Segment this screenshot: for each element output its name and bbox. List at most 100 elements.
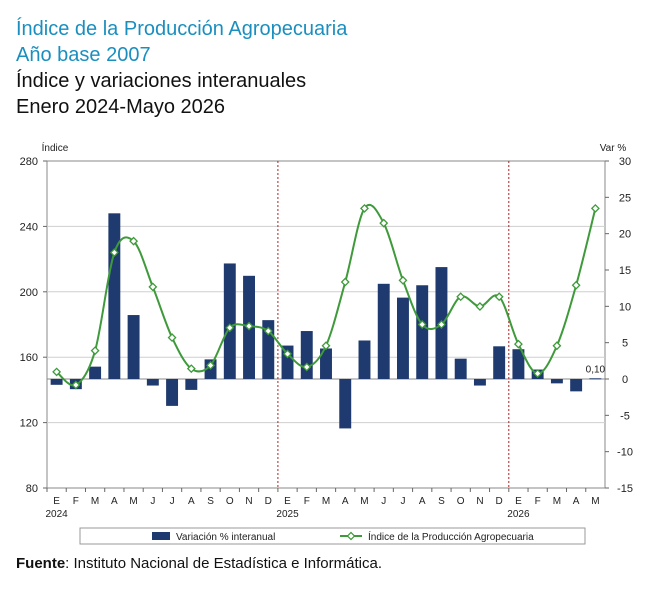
right-axis-tick-label: 5 xyxy=(622,338,628,350)
bar xyxy=(570,379,583,392)
left-axis-tick-label: 280 xyxy=(20,156,38,168)
bar xyxy=(281,345,294,379)
chart-subtitle-description: Índice y variaciones interanuales xyxy=(16,70,307,92)
bar xyxy=(108,213,121,379)
x-axis-tick-label: D xyxy=(265,496,272,507)
line-point xyxy=(263,326,273,336)
line-point xyxy=(494,292,504,302)
legend-swatch-marker xyxy=(346,531,356,541)
x-axis-tick-label: M xyxy=(129,496,137,507)
x-axis-tick-label: S xyxy=(438,496,445,507)
line-point xyxy=(206,360,216,370)
line-point xyxy=(456,292,466,302)
bar xyxy=(512,349,525,379)
left-axis-tick-label: 80 xyxy=(26,483,38,495)
x-axis-tick-label: N xyxy=(476,496,483,507)
bar xyxy=(339,379,352,429)
source-text: : Instituto Nacional de Estadística e In… xyxy=(65,555,382,572)
line-point xyxy=(167,333,177,343)
line-point xyxy=(340,277,350,287)
x-axis-tick-label: E xyxy=(53,496,60,507)
right-axis-tick-label: 0 xyxy=(622,374,628,386)
legend-swatch-bar xyxy=(152,532,170,540)
right-axis-tick-label: 15 xyxy=(619,265,631,277)
right-axis-tick-label: 20 xyxy=(619,229,631,241)
line-point xyxy=(398,275,408,285)
bar xyxy=(550,379,563,384)
x-axis-tick-label: A xyxy=(419,496,426,507)
right-axis-title: Var % xyxy=(600,143,627,154)
line-point xyxy=(590,203,600,213)
bar xyxy=(416,285,429,379)
x-axis-tick-label: O xyxy=(226,496,234,507)
bar xyxy=(493,346,506,379)
right-axis-tick-label: -15 xyxy=(617,483,633,495)
x-axis-tick-label: A xyxy=(111,496,118,507)
year-dividers xyxy=(277,161,510,488)
data-label: 0,10 xyxy=(586,364,606,375)
bar-series: 0,10 xyxy=(50,213,606,429)
axes: 80120160200240280-15-10-5051015202530Índ… xyxy=(20,141,633,520)
line-point xyxy=(552,341,562,351)
bar xyxy=(262,320,275,379)
line-point xyxy=(379,218,389,228)
bar xyxy=(50,379,63,385)
legend-box xyxy=(79,527,586,545)
x-axis-tick-label: M xyxy=(553,496,561,507)
x-axis-tick-label: J xyxy=(400,496,405,507)
left-axis-tick-label: 120 xyxy=(20,418,38,430)
chart-subtitle-period: Enero 2024-Mayo 2026 xyxy=(16,96,226,118)
source-note: Fuente: Instituto Nacional de Estadístic… xyxy=(16,555,382,572)
line-point xyxy=(225,323,235,333)
bar xyxy=(146,379,159,386)
chart-subtitle-base-year: Año base 2007 xyxy=(16,44,151,66)
x-axis-tick-label: M xyxy=(360,496,368,507)
x-axis-tick-label: F xyxy=(535,496,541,507)
bar xyxy=(223,263,236,379)
legend: Variación % interanual Índice de la Produ… xyxy=(79,527,586,545)
x-axis-tick-label: F xyxy=(73,496,79,507)
x-axis-tick-label: A xyxy=(342,496,349,507)
x-axis-tick-label: M xyxy=(591,496,599,507)
line-point xyxy=(109,248,119,258)
right-axis-tick-label: 30 xyxy=(619,156,631,168)
left-axis-tick-label: 200 xyxy=(20,287,38,299)
x-axis-tick-label: A xyxy=(573,496,580,507)
x-axis-tick-label: A xyxy=(188,496,195,507)
line-point xyxy=(186,364,196,374)
line-point xyxy=(436,320,446,329)
line-point xyxy=(513,339,523,349)
legend-label-line: Índice de la Producción Agropecuaria xyxy=(368,530,534,543)
right-axis-tick-label: 10 xyxy=(619,301,631,313)
line-point xyxy=(571,280,581,290)
right-axis-tick-label: 25 xyxy=(619,192,631,204)
x-axis-year-label: 2024 xyxy=(45,509,68,520)
bar xyxy=(397,297,409,379)
line-point xyxy=(71,380,81,390)
bar xyxy=(377,283,390,379)
bar xyxy=(473,379,486,386)
line-point xyxy=(129,236,139,246)
x-axis-year-label: 2025 xyxy=(276,509,299,520)
plot-frame xyxy=(46,160,606,489)
line-point xyxy=(52,367,62,377)
chart-title: Índice de la Producción Agropecuaria xyxy=(16,18,348,40)
bar xyxy=(89,366,102,379)
x-axis-tick-label: N xyxy=(245,496,252,507)
line-point xyxy=(360,203,369,213)
line-point xyxy=(148,282,158,292)
line-point xyxy=(533,369,543,379)
x-axis-tick-label: E xyxy=(515,496,522,507)
x-axis-tick-label: F xyxy=(304,496,310,507)
right-axis-tick-label: -5 xyxy=(620,410,630,422)
bar xyxy=(127,315,140,379)
x-axis-year-label: 2026 xyxy=(507,509,530,520)
line-point xyxy=(321,341,331,351)
bar xyxy=(320,348,332,379)
bar xyxy=(166,379,179,406)
line-point xyxy=(244,321,254,331)
x-axis-tick-label: M xyxy=(322,496,330,507)
bar xyxy=(589,378,602,380)
line-point xyxy=(90,346,100,356)
